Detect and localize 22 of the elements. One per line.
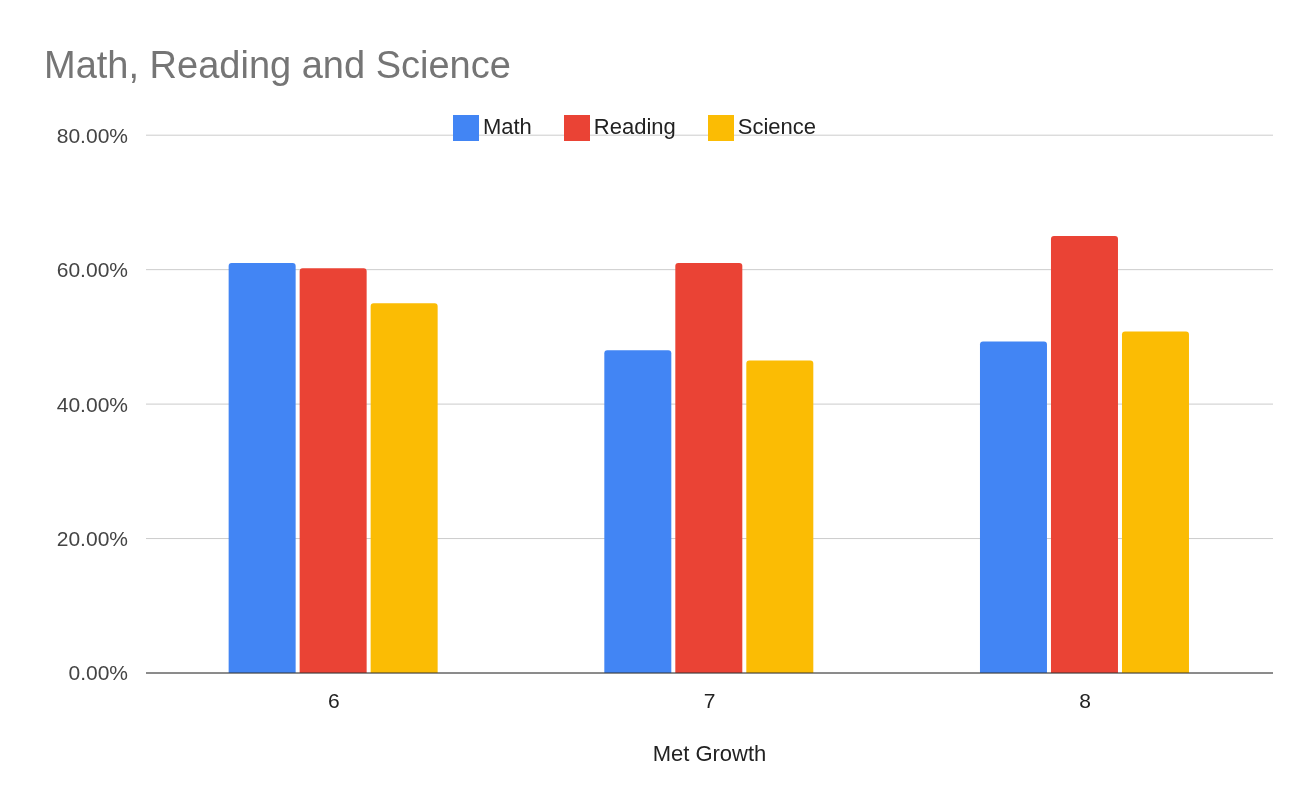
chart-title: Math, Reading and Science [44, 44, 511, 87]
bar [1121, 331, 1189, 673]
bar [228, 262, 296, 673]
x-tick-label: 6 [327, 688, 340, 712]
bar [370, 303, 438, 673]
x-tick-label: 7 [703, 688, 716, 712]
y-tick-label: 40.00% [56, 392, 128, 416]
bar [604, 350, 672, 673]
y-tick-label: 0.00% [68, 661, 128, 685]
bar [746, 360, 814, 673]
x-tick-label: 8 [1079, 688, 1092, 712]
y-tick-label: 20.00% [56, 527, 128, 550]
y-tick-label: 80.00% [56, 123, 128, 147]
bar [675, 262, 743, 673]
x-axis-title: Met Growth [652, 741, 767, 766]
legend-label: Science [737, 114, 817, 139]
legend-label: Math [482, 114, 532, 139]
bar [979, 341, 1047, 673]
y-tick-label: 60.00% [56, 258, 128, 282]
bar [1050, 236, 1118, 673]
legend-label: Reading [593, 114, 676, 139]
bar [299, 268, 367, 673]
